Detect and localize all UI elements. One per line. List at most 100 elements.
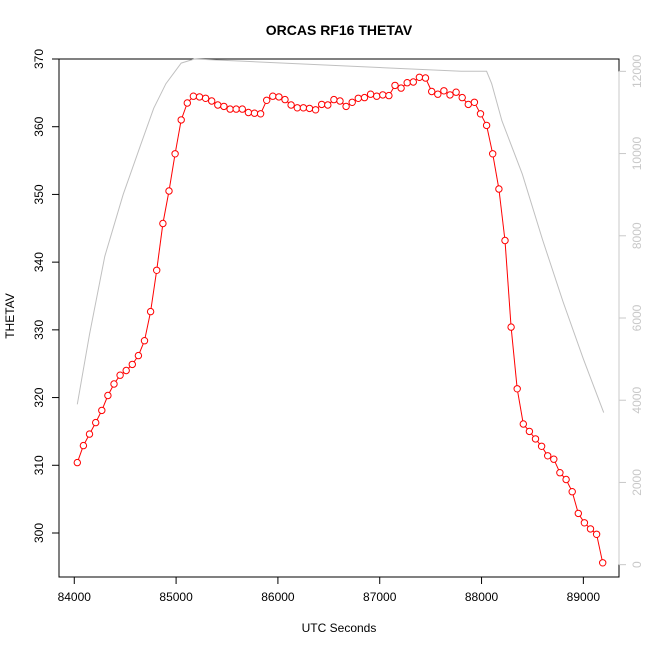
data-point [104,391,112,400]
data-point [287,101,295,109]
data-point [110,380,118,388]
data-point [452,88,460,96]
data-point [208,97,216,105]
data-point [171,150,179,158]
data-point [146,307,155,316]
data-point [183,99,192,107]
data-point [550,455,558,463]
data-point [153,266,161,274]
data-point [373,92,381,100]
data-point [275,93,283,101]
y-tick-label: 370 [32,49,46,69]
data-point [201,94,210,103]
data-point [92,418,100,427]
data-point [537,442,546,450]
data-point [354,94,362,103]
series-segment [150,270,158,312]
x-tick-label: 88000 [465,590,499,604]
right-y-tick-label: 4000 [630,387,644,414]
data-point [122,366,130,375]
data-point [281,95,289,104]
data-point [391,81,399,90]
data-point [568,488,576,496]
chart-title: ORCAS RF16 THETAV [266,22,413,38]
data-point [165,187,173,195]
right-y-axis: 0 2000 4000 6000 8000 10000 12000 [618,54,644,568]
secondary-series [76,58,605,413]
data-point [446,91,454,99]
series-segment [516,388,524,425]
data-point [159,219,167,228]
secondary-line [76,58,605,413]
data-point [476,110,485,118]
series-segment [168,153,176,192]
right-y-tick-label: 12000 [630,54,644,88]
data-point [470,98,479,107]
right-y-tick-label: 10000 [630,137,644,171]
y-tick-label: 330 [32,320,46,340]
data-point [501,236,509,245]
data-point [238,105,247,113]
data-point [73,458,82,467]
y-tick-label: 310 [32,455,46,475]
data-point [195,93,204,101]
data-point [128,360,137,369]
series-segment [144,311,152,341]
data-point [214,101,222,109]
data-point [85,430,94,438]
data-point [428,87,436,96]
data-point [348,98,356,107]
data-point [592,530,601,538]
series-segment [174,119,182,154]
data-point [232,105,240,113]
data-point [397,84,405,92]
data-point [531,435,540,443]
data-point [140,337,149,345]
series-segment [571,491,579,514]
data-point [385,91,393,100]
data-point [409,78,417,86]
series-segment [504,240,512,328]
x-tick-label: 87000 [363,590,397,604]
y-tick-label: 350 [32,184,46,204]
data-point [342,102,350,111]
data-point [415,73,424,82]
data-point [421,74,430,82]
series-segment [162,190,170,224]
data-point [269,92,277,100]
data-point [458,93,466,102]
data-point [116,371,124,379]
data-point [79,441,88,450]
series-segment [596,534,604,563]
data-point [189,92,198,100]
data-point [256,110,265,118]
series-segment [492,153,500,190]
x-axis: 84000 85000 86000 87000 88000 89000 [58,576,600,604]
series-segment [498,188,506,241]
right-y-tick-label: 0 [630,561,644,568]
data-point [366,90,375,98]
data-point [324,101,332,109]
data-point [544,452,552,460]
data-point [134,351,143,360]
x-tick-label: 85000 [159,590,193,604]
data-point [482,121,491,130]
series-segment [510,327,518,389]
data-point [360,93,369,102]
x-axis-label: UTC Seconds [302,621,377,635]
series-segment [486,125,494,154]
data-point [525,427,534,436]
y-tick-label: 340 [32,252,46,272]
data-point [305,104,314,113]
data-point [263,96,271,105]
y-tick-label: 320 [32,387,46,407]
data-point [98,406,106,415]
data-point [495,185,503,193]
plot-frame [58,58,620,578]
data-point [379,91,387,99]
x-tick-label: 86000 [261,590,295,604]
data-point [440,87,448,95]
data-point [580,519,589,527]
data-point [586,525,595,533]
data-point [336,97,344,105]
